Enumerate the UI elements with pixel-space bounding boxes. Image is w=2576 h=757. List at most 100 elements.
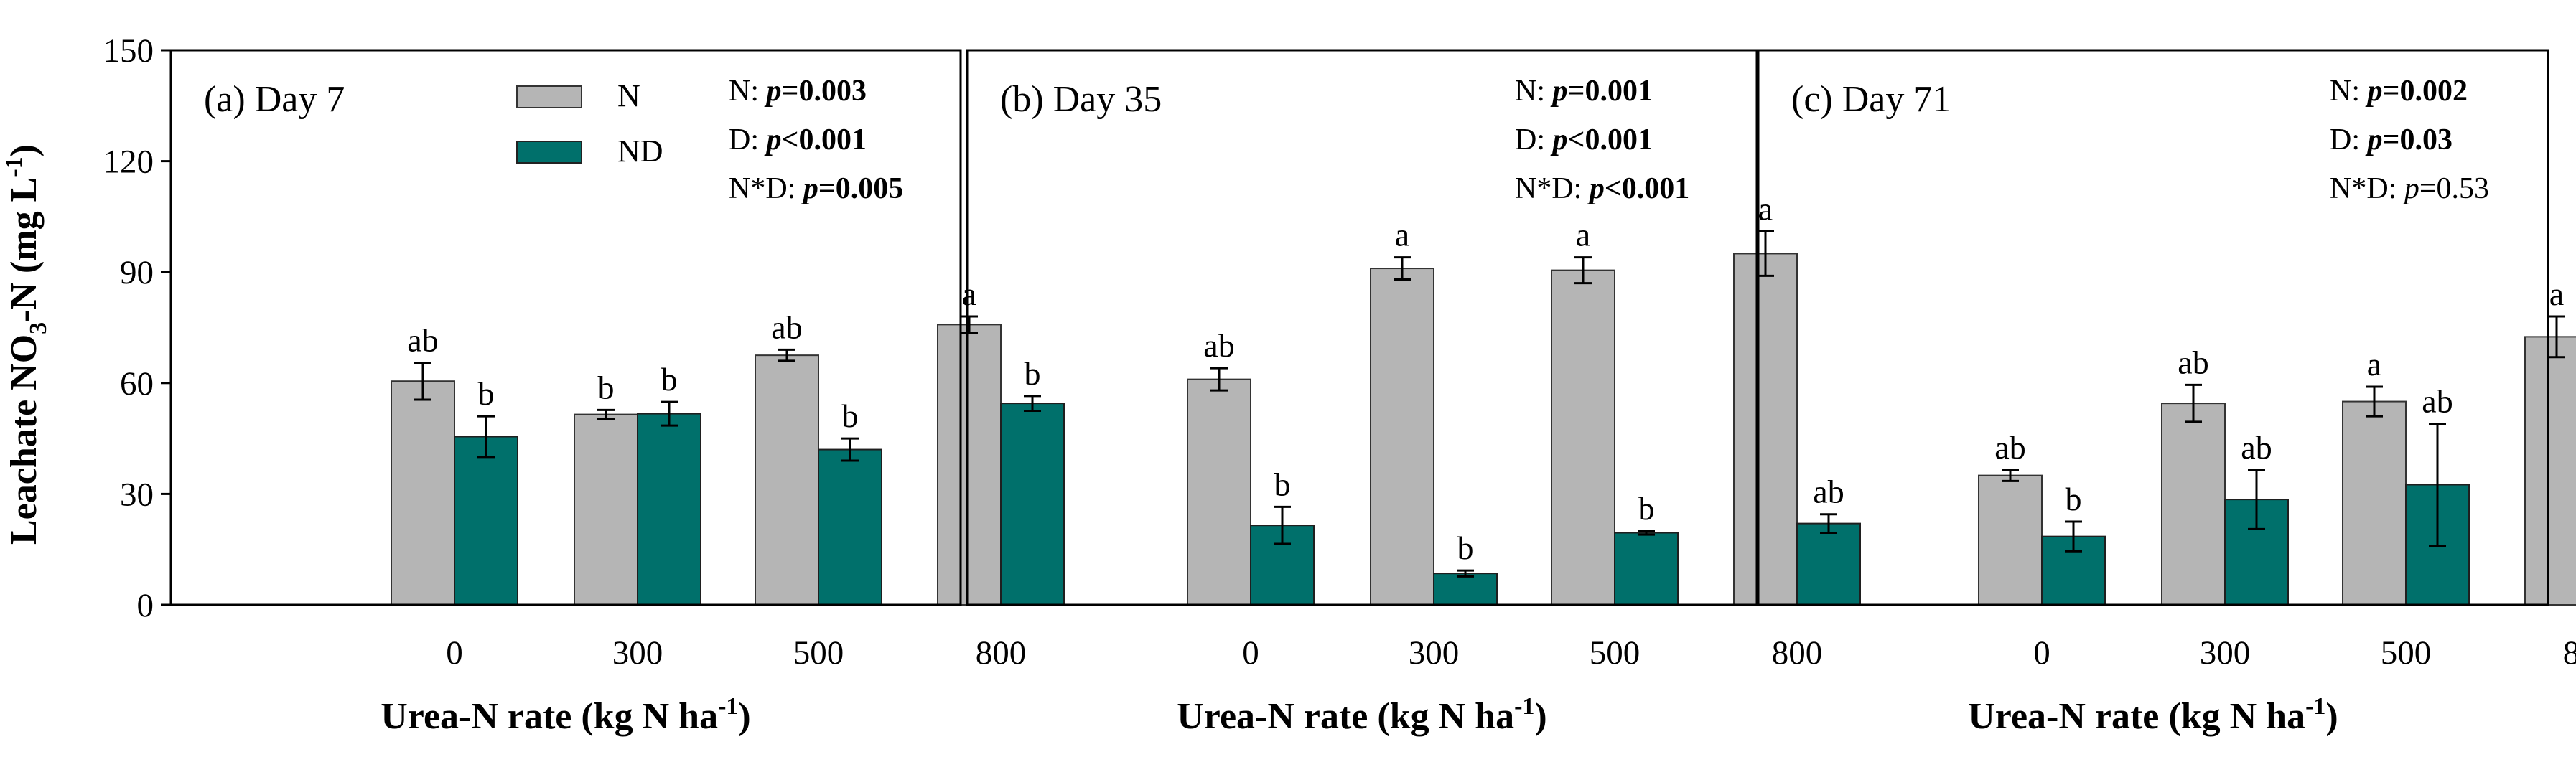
y-title-main: Leachate NO: [4, 334, 45, 545]
stat-op: =: [818, 172, 836, 205]
x-tick-label: 800: [2563, 634, 2576, 672]
stat-line: N: p=0.002: [2330, 75, 2468, 108]
stat-op: <: [782, 123, 799, 156]
significance-letter: ab: [407, 321, 438, 358]
y-tick-label: 90: [120, 254, 154, 291]
x-tick-label: 300: [1409, 634, 1460, 672]
significance-letter: a: [1576, 217, 1590, 253]
significance-letter: ab: [2422, 382, 2453, 419]
legend-label-nd: ND: [617, 133, 663, 169]
y-title-end: ): [4, 144, 45, 156]
stat-op: <: [1568, 123, 1585, 156]
panel-frame: [1757, 49, 2549, 606]
panel-frame: [169, 49, 962, 606]
stat-line: N*D: p=0.53: [2330, 172, 2489, 205]
stat-line: D: p<0.001: [1515, 123, 1653, 156]
x-title-sup: -1: [718, 693, 738, 720]
x-title-sup: -1: [1514, 693, 1534, 720]
bar-n: [2342, 400, 2407, 606]
significance-letter: ab: [1813, 474, 1844, 510]
bar-n: [391, 380, 455, 606]
stat-op: =: [2383, 123, 2400, 156]
bar-n: [1551, 269, 1615, 606]
x-axis-title: Urea-N rate (kg N ha-1): [381, 693, 750, 737]
stat-label: D:: [1515, 123, 1553, 156]
stat-p: p: [765, 75, 782, 108]
panel-3: ababaabababa0300500800Urea-N rate (kg N …: [1757, 49, 2576, 737]
significance-letter: b: [1638, 490, 1655, 527]
bar-n: [1978, 474, 2043, 606]
stat-op: =: [2419, 172, 2437, 205]
legend-swatch-nd: [516, 141, 582, 164]
stat-label: N*D:: [2330, 172, 2404, 205]
stat-op: =: [1568, 75, 1585, 108]
stat-label: D:: [729, 123, 767, 156]
legend: N ND: [516, 78, 663, 169]
stat-op: =: [2383, 75, 2400, 108]
bar-n: [1187, 378, 1251, 606]
stat-value: 0.001: [1585, 123, 1653, 156]
stat-line: N: p=0.001: [1515, 75, 1653, 108]
bar-n: [1733, 253, 1798, 606]
stat-p: p: [765, 123, 782, 156]
x-tick-label: 500: [1590, 634, 1641, 672]
significance-letter: b: [1274, 466, 1291, 502]
stat-line: D: p<0.001: [729, 123, 867, 156]
y-title-sup: -1: [1, 156, 27, 177]
stat-label: N:: [2330, 75, 2368, 108]
x-tick-label: 0: [1242, 634, 1259, 672]
x-tick-label: 300: [612, 634, 663, 672]
stat-value: 0.03: [2399, 123, 2453, 156]
stat-value: 0.001: [1585, 75, 1653, 108]
bar-n: [937, 324, 1002, 606]
x-tick-label: 800: [976, 634, 1027, 672]
y-axis-title: Leachate NO3-N (mg L-1): [1, 144, 52, 545]
stat-p: p: [2366, 75, 2383, 108]
y-title-sub: 3: [25, 322, 52, 334]
stat-line: D: p=0.03: [2330, 123, 2453, 156]
significance-letter: b: [598, 369, 615, 405]
panel-title: (b) Day 35: [1000, 79, 1162, 120]
legend-swatch-n: [516, 85, 582, 108]
significance-letter: a: [1395, 217, 1409, 253]
stat-op: =: [782, 75, 799, 108]
stat-line: N*D: p=0.005: [729, 172, 903, 205]
x-tick-label: 0: [2033, 634, 2050, 672]
stat-value: 0.001: [1622, 172, 1690, 205]
y-tick-label: 30: [120, 476, 154, 513]
x-tick-label: 800: [1772, 634, 1823, 672]
significance-letter: ab: [1994, 429, 2025, 466]
x-title-end: ): [1534, 696, 1546, 737]
stat-line: N: p=0.003: [729, 75, 867, 108]
stat-value: 0.005: [836, 172, 904, 205]
x-axis-title: Urea-N rate (kg N ha-1): [1177, 693, 1546, 737]
x-tick-label: 500: [2381, 634, 2432, 672]
significance-letter: ab: [2178, 344, 2208, 380]
significance-letter: b: [2066, 481, 2082, 517]
stat-label: N*D:: [729, 172, 803, 205]
stat-p: p: [2366, 123, 2383, 156]
bar-nd: [454, 436, 518, 606]
significance-letter: ab: [771, 309, 802, 345]
x-title-main: Urea-N rate (kg N ha: [1177, 696, 1514, 737]
y-tick-label: 60: [120, 365, 154, 403]
x-tick-label: 500: [793, 634, 844, 672]
bar-nd: [637, 413, 701, 606]
significance-letter: b: [661, 361, 678, 398]
stat-label: N*D:: [1515, 172, 1590, 205]
stat-line: N*D: p<0.001: [1515, 172, 1689, 205]
panel-title: (a) Day 7: [204, 79, 345, 120]
stat-op: <: [1605, 172, 1622, 205]
y-tick-label: 0: [137, 587, 154, 624]
y-title-rest: -N (mg L: [4, 177, 45, 322]
significance-letter: a: [1758, 191, 1773, 227]
bar-nd: [1000, 403, 1065, 606]
stat-value: 0.001: [798, 123, 867, 156]
significance-letter: ab: [1203, 327, 1234, 364]
x-title-end: ): [2325, 696, 2338, 737]
significance-letter: b: [478, 375, 495, 412]
stat-label: N:: [729, 75, 767, 108]
